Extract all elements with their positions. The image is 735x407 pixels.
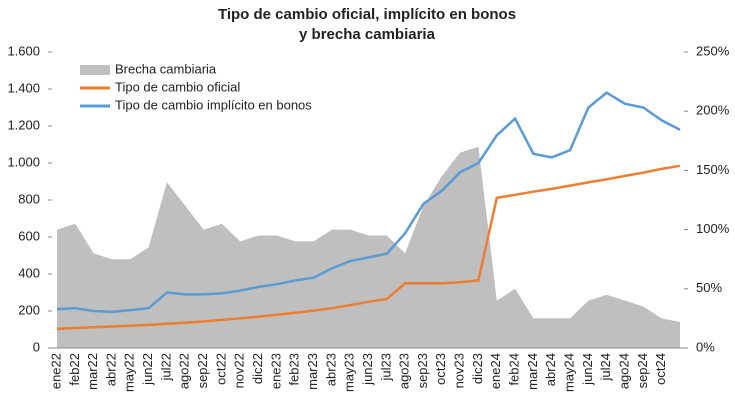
x-tick-label: oct22	[213, 353, 228, 385]
legend-label: Brecha cambiaria	[115, 61, 217, 76]
x-tick-label: jun24	[580, 353, 595, 386]
x-tick-label: nov22	[232, 353, 247, 388]
x-tick-label: feb23	[287, 353, 302, 386]
x-tick-label: sep24	[635, 353, 650, 388]
x-tick-label: mar23	[305, 353, 320, 390]
x-tick-label: dic22	[250, 353, 265, 384]
y-tick-label: 400	[18, 265, 40, 280]
y-tick-label: 200	[18, 302, 40, 317]
y-tick-label: 1.400	[7, 80, 40, 95]
x-tick-label: jun22	[140, 353, 155, 386]
x-tick-label: ene24	[488, 353, 503, 389]
chart-title: Tipo de cambio oficial, implícito en bon…	[218, 6, 516, 23]
y-tick-label: 1.600	[7, 43, 40, 58]
x-tick-label: may23	[342, 353, 357, 392]
x-tick-label: mar24	[525, 353, 540, 390]
x-tick-label: dic23	[470, 353, 485, 384]
x-tick-label: abr24	[543, 353, 558, 386]
x-tick-label: ene23	[268, 353, 283, 389]
y2-tick-label: 150%	[696, 162, 730, 177]
y-tick-label: 800	[18, 191, 40, 206]
y2-tick-label: 0%	[696, 339, 715, 354]
x-tick-label: nov23	[452, 353, 467, 388]
x-tick-label: jul23	[378, 353, 393, 381]
x-tick-label: jul24	[598, 353, 613, 381]
y-tick-label: 0	[33, 339, 40, 354]
x-tick-label: sep23	[415, 353, 430, 388]
y-tick-label: 1.000	[7, 154, 40, 169]
x-tick-label: jun23	[360, 353, 375, 386]
x-tick-label: ago24	[616, 353, 631, 389]
y-tick-label: 1.200	[7, 117, 40, 132]
x-tick-label: ago22	[177, 353, 192, 389]
x-tick-label: ago23	[397, 353, 412, 389]
x-tick-label: feb24	[507, 353, 522, 386]
x-tick-label: jul22	[158, 353, 173, 381]
x-tick-label: abr23	[323, 353, 338, 386]
y-tick-label: 600	[18, 228, 40, 243]
x-tick-label: sep22	[195, 353, 210, 388]
x-tick-label: mar22	[85, 353, 100, 390]
chart-title: y brecha cambiaria	[299, 26, 436, 43]
y2-tick-label: 100%	[696, 221, 730, 236]
line	[56, 91, 681, 314]
x-tick-label: feb22	[67, 353, 82, 386]
legend-swatch	[80, 65, 110, 75]
y2-tick-label: 50%	[696, 280, 722, 295]
legend-label: Tipo de cambio implícito en bonos	[115, 97, 312, 112]
x-tick-label: may22	[122, 353, 137, 392]
y2-tick-label: 200%	[696, 103, 730, 118]
x-tick-label: ene22	[48, 353, 63, 389]
x-tick-label: oct24	[653, 353, 668, 385]
x-tick-label: oct23	[433, 353, 448, 385]
y2-tick-label: 250%	[696, 43, 730, 58]
line	[56, 164, 681, 331]
area	[57, 146, 680, 348]
x-tick-label: may24	[561, 353, 576, 392]
x-tick-label: abr22	[103, 353, 118, 386]
legend-label: Tipo de cambio oficial	[115, 79, 240, 94]
